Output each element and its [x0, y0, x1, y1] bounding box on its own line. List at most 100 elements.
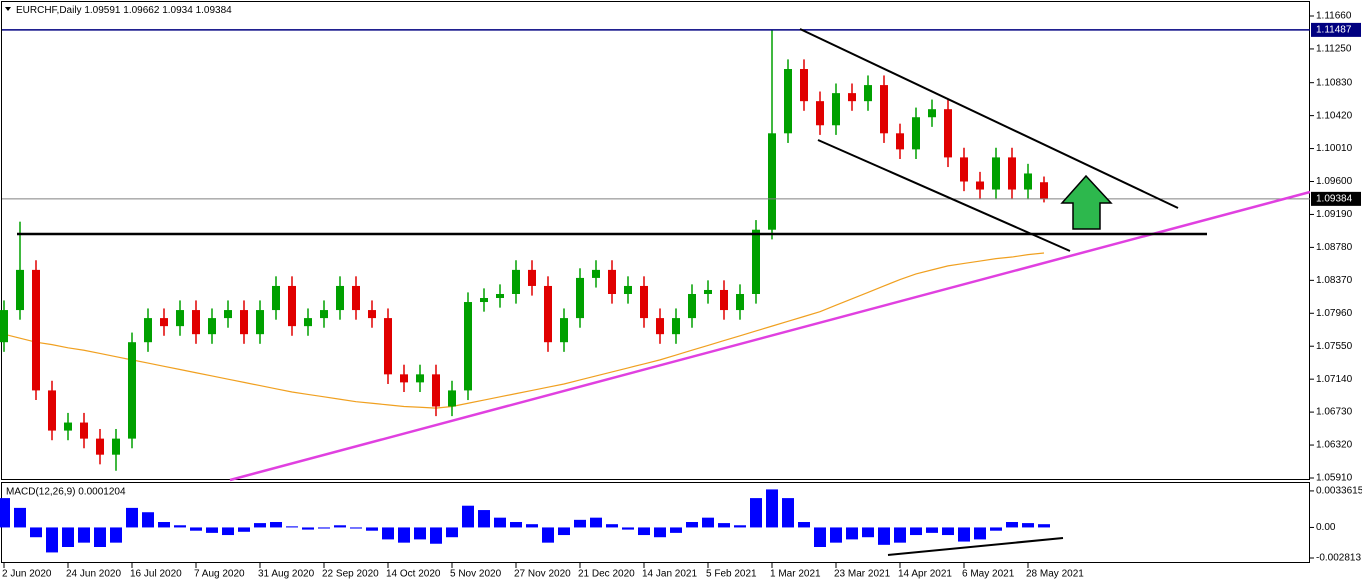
macd-bar: [0, 498, 10, 528]
macd-bar: [510, 522, 522, 528]
macd-bar: [350, 527, 362, 529]
y-tick-label: 1.07140: [1316, 374, 1353, 385]
x-tick-label: 24 Jun 2020: [66, 569, 121, 580]
candle-body: [624, 285, 632, 294]
candle-body: [704, 289, 712, 294]
open: 1.09591: [84, 5, 121, 16]
x-tick-label: 27 Nov 2020: [514, 569, 571, 580]
macd-bar: [910, 527, 922, 536]
candle-body: [864, 85, 872, 102]
y-tick-label: 1.10420: [1316, 110, 1353, 121]
x-tick-label: 6 May 2021: [962, 569, 1015, 580]
candle-body: [496, 293, 504, 299]
macd-bar: [894, 527, 906, 543]
macd-bar: [766, 489, 778, 528]
macd-bar: [94, 527, 106, 548]
level-label-box: [1311, 22, 1361, 37]
candle-body: [576, 277, 584, 319]
macd-bar: [238, 527, 250, 532]
macd-bar: [206, 527, 218, 533]
macd-bar: [526, 524, 538, 528]
macd-bar: [702, 517, 714, 528]
candle-body: [736, 293, 744, 311]
macd-bar: [734, 525, 746, 528]
candle-body: [432, 374, 440, 407]
candle-body: [384, 318, 392, 375]
candle-body: [912, 117, 920, 150]
candle-body: [96, 438, 104, 455]
candle-body: [288, 285, 296, 327]
candle-body: [240, 310, 248, 335]
last-price-label: 1.09384: [1316, 194, 1353, 205]
candle-body: [832, 93, 840, 126]
candle-body: [112, 438, 120, 455]
candle-body: [480, 298, 488, 303]
macd-bar: [30, 527, 42, 538]
macd-bar: [302, 527, 314, 530]
candle-body: [928, 109, 936, 118]
y-tick-label: 1.08780: [1316, 242, 1353, 253]
macd-trendline: [887, 537, 1064, 556]
x-tick-label: 22 Sep 2020: [322, 569, 379, 580]
macd-bar: [414, 527, 426, 540]
low: 1.0934: [162, 5, 193, 16]
candle-body: [16, 269, 24, 311]
candle-body: [320, 310, 328, 319]
macd-bar: [382, 527, 394, 540]
candle-body: [592, 269, 600, 278]
y-tick-label: 1.09190: [1316, 209, 1353, 220]
macd-bar: [606, 524, 618, 528]
main-frame: [1, 1, 1310, 480]
macd-bar: [878, 527, 890, 545]
macd-bar: [718, 523, 730, 528]
macd-bar: [126, 507, 138, 528]
y-tick-label: -0.002813: [1316, 553, 1361, 564]
candle-body: [464, 302, 472, 391]
y-tick-label: 1.11250: [1316, 44, 1352, 55]
candle-body: [176, 310, 184, 327]
candle-body: [752, 229, 760, 294]
candle-body: [544, 285, 552, 343]
candle-body: [528, 269, 536, 286]
candle-body: [640, 285, 648, 319]
y-tick-label: 1.07960: [1316, 308, 1353, 319]
y-tick-label: 1.10010: [1316, 143, 1353, 154]
y-tick-label: 1.06320: [1316, 440, 1353, 451]
x-tick-label: 23 Mar 2021: [834, 569, 891, 580]
x-tick-label: 5 Nov 2020: [450, 569, 502, 580]
macd-bar: [942, 527, 954, 536]
candle-body: [896, 133, 904, 150]
macd-bar: [686, 522, 698, 528]
macd-bar: [222, 527, 234, 536]
x-tick-label: 31 Aug 2020: [258, 569, 315, 580]
macd-bar: [270, 522, 282, 528]
candle-body: [512, 269, 520, 294]
macd-bar: [750, 498, 762, 528]
macd-bar: [286, 526, 298, 528]
candle-body: [688, 293, 696, 319]
candle-body: [64, 422, 72, 431]
candle-body: [368, 310, 376, 319]
macd-bar: [638, 527, 650, 536]
macd-bar: [542, 527, 554, 543]
candle-body: [880, 85, 888, 134]
macd-bar: [798, 522, 810, 528]
candle-body: [800, 69, 808, 102]
candle-body: [0, 310, 8, 343]
y-tick-label: 1.07550: [1316, 341, 1353, 352]
candle-body: [1008, 157, 1016, 190]
macd-title: MACD(12,26,9) 0.0001204: [6, 487, 126, 498]
macd-bar: [78, 527, 90, 543]
x-tick-label: 5 Feb 2021: [706, 569, 757, 580]
macd-bar: [398, 527, 410, 543]
menu-triangle: [5, 7, 11, 11]
y-tick-label: 1.08370: [1316, 275, 1353, 286]
macd-bar: [366, 527, 378, 531]
x-tick-label: 14 Jan 2021: [642, 569, 697, 580]
macd-bar: [782, 498, 794, 528]
candle-body: [992, 157, 1000, 190]
macd-bar: [622, 527, 634, 530]
y-tick-label: 0.0033615: [1316, 486, 1362, 497]
macd-bar: [174, 525, 186, 528]
candle-body: [784, 69, 792, 134]
